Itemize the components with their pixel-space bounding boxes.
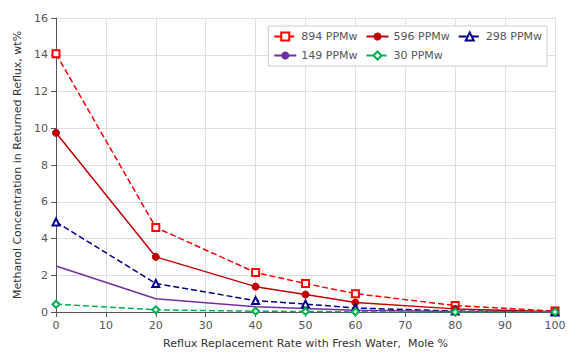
svg-text:Methanol Concentration in Retu: Methanol Concentration in Returned Reflu… xyxy=(11,31,24,299)
svg-text:14: 14 xyxy=(34,48,48,61)
svg-text:30 PPMw: 30 PPMw xyxy=(394,49,443,62)
svg-text:30: 30 xyxy=(199,319,213,332)
svg-text:0: 0 xyxy=(41,306,48,319)
svg-text:100: 100 xyxy=(545,319,566,332)
svg-text:Reflux Replacement Rate with F: Reflux Replacement Rate with Fresh Water… xyxy=(163,337,448,350)
svg-text:60: 60 xyxy=(348,319,362,332)
svg-text:16: 16 xyxy=(34,12,48,25)
svg-text:596 PPMw: 596 PPMw xyxy=(394,30,450,43)
svg-text:70: 70 xyxy=(398,319,412,332)
svg-text:149 PPMw: 149 PPMw xyxy=(301,49,357,62)
svg-text:90: 90 xyxy=(498,319,512,332)
svg-text:0: 0 xyxy=(53,319,60,332)
svg-text:80: 80 xyxy=(448,319,462,332)
svg-text:10: 10 xyxy=(99,319,113,332)
svg-text:894 PPMw: 894 PPMw xyxy=(301,30,357,43)
svg-text:12: 12 xyxy=(34,85,48,98)
svg-text:4: 4 xyxy=(41,232,48,245)
svg-text:10: 10 xyxy=(34,122,48,135)
svg-text:40: 40 xyxy=(249,319,263,332)
svg-text:8: 8 xyxy=(41,159,48,172)
svg-text:50: 50 xyxy=(299,319,313,332)
svg-text:2: 2 xyxy=(41,269,48,282)
svg-text:20: 20 xyxy=(149,319,163,332)
svg-text:6: 6 xyxy=(41,195,48,208)
svg-text:298 PPMw: 298 PPMw xyxy=(486,30,542,43)
